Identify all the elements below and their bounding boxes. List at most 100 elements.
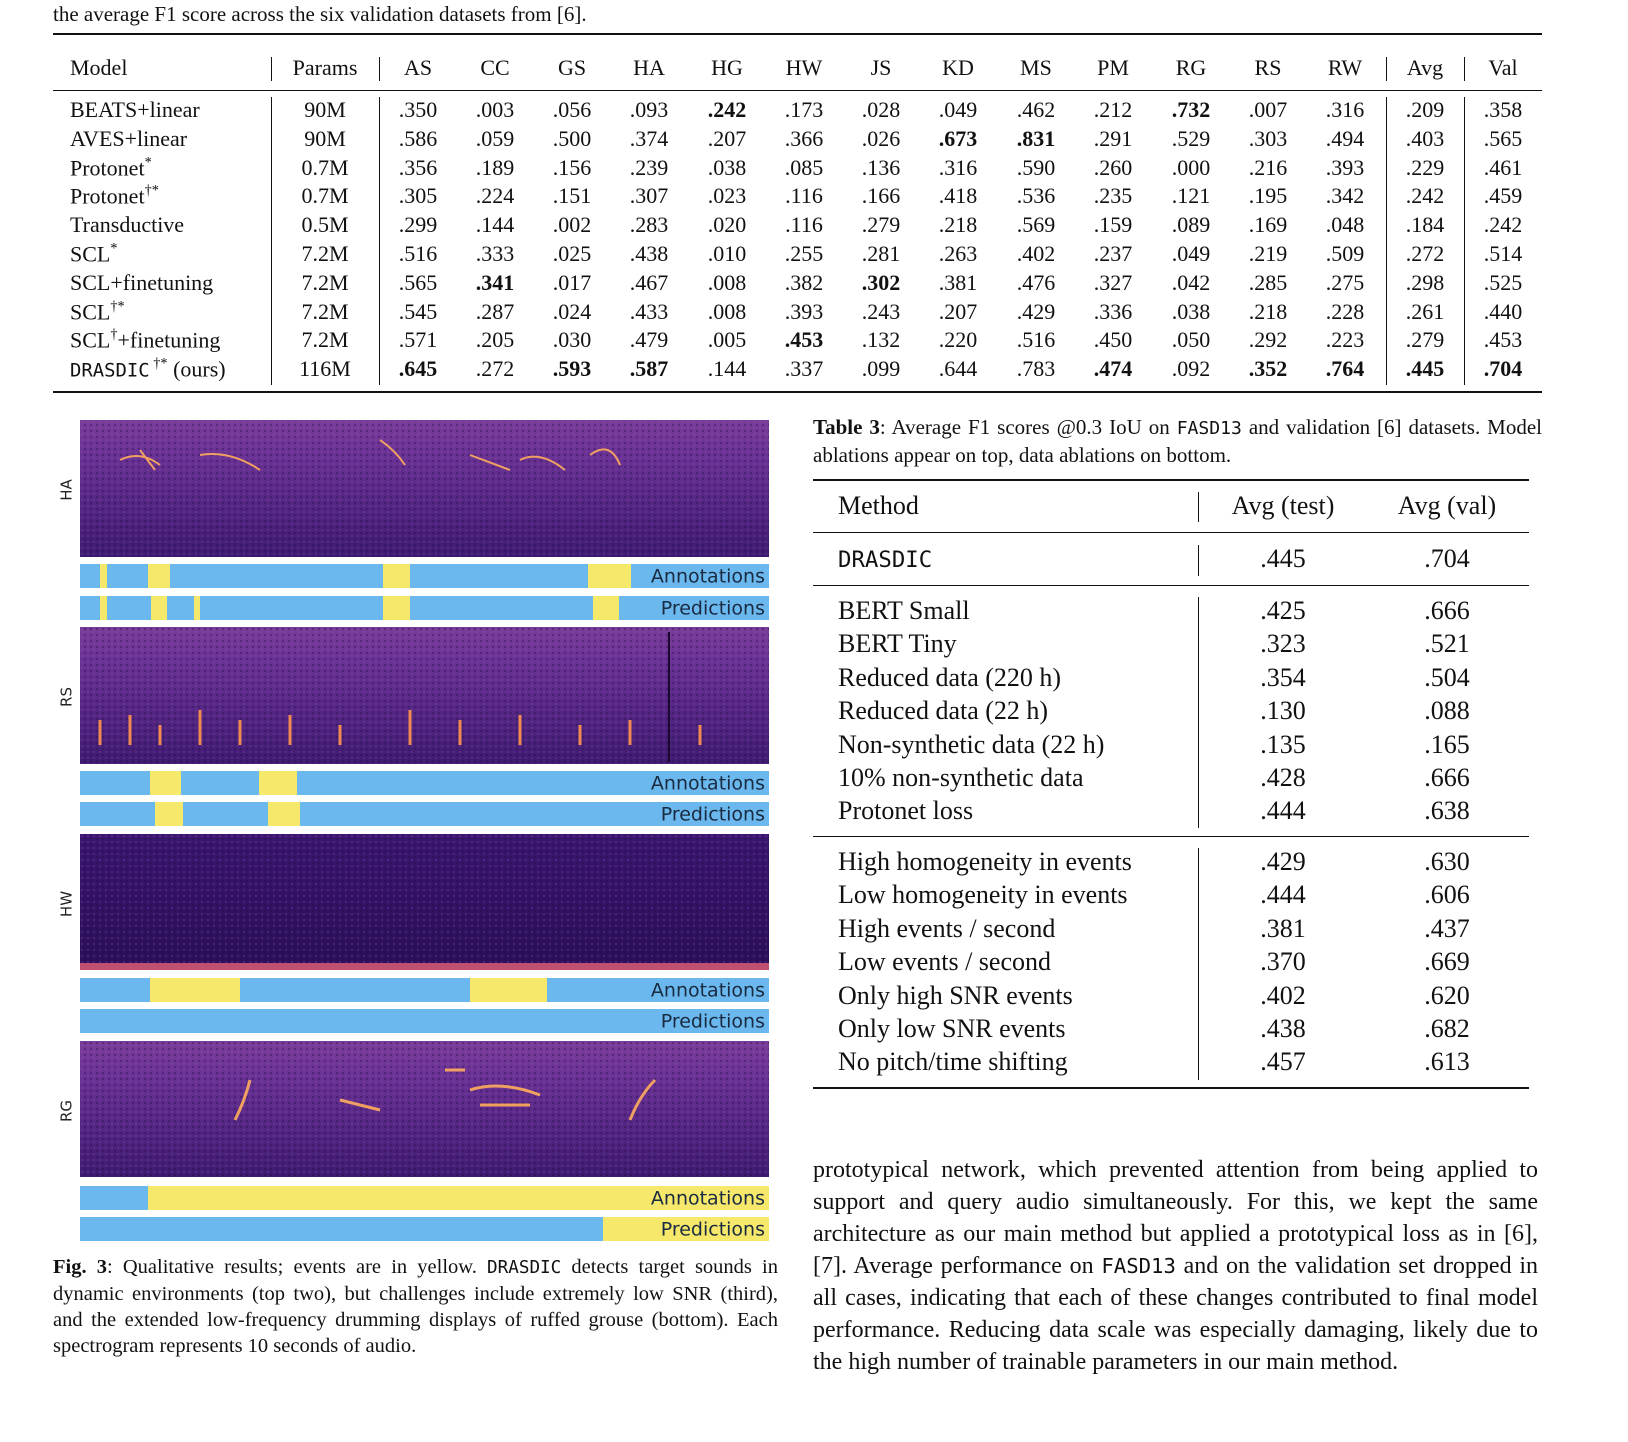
column-header: Avg (val): [1397, 491, 1497, 520]
cell: .050: [1171, 327, 1211, 353]
cell: .516: [398, 241, 438, 266]
cell: .287: [475, 298, 515, 324]
separator: [1386, 57, 1387, 81]
cell: .453: [784, 327, 824, 353]
event: [259, 771, 297, 795]
text-run: *: [110, 240, 118, 257]
cell: .224: [475, 183, 515, 209]
separator: [1198, 597, 1199, 828]
call-traces: [119, 439, 621, 471]
cell: .218: [938, 212, 978, 238]
cell: .356: [398, 154, 438, 180]
event-bars: [80, 564, 769, 1241]
cell: .565: [398, 269, 438, 295]
text-run: FASD13: [1101, 1254, 1176, 1278]
cell: .516: [1016, 327, 1056, 353]
event: [100, 596, 107, 620]
cell: .457: [1260, 1047, 1306, 1077]
cell: .116: [785, 212, 823, 238]
text-run: BERT Small: [838, 596, 970, 625]
cell: .023: [707, 183, 747, 209]
text-run: High events / second: [838, 913, 1056, 943]
text-run: Reduced data (220 h): [838, 662, 1062, 692]
cell: .474: [1093, 356, 1133, 382]
figure-caption: Fig. 3: Qualitative results; events are …: [53, 1254, 778, 1359]
cell: .026: [861, 125, 901, 151]
text-run: and validation [6] datasets. Model ablat…: [813, 415, 1542, 467]
cell: .666: [1424, 763, 1470, 792]
cell: .444: [1260, 796, 1306, 826]
text-run: Protonet loss: [838, 796, 974, 826]
cell: .374: [629, 125, 669, 151]
model-name: Protonet*: [70, 154, 152, 181]
cell: .327: [1093, 269, 1133, 295]
method: Non-synthetic data (22 h): [838, 730, 1104, 760]
cell: .049: [1171, 241, 1211, 266]
column-header: RS: [1254, 55, 1282, 80]
event: [155, 802, 183, 826]
cell: .279: [861, 212, 901, 238]
model-name: Transductive: [70, 212, 184, 238]
text-run: AVES+linear: [70, 125, 188, 151]
cell: .620: [1424, 980, 1470, 1010]
panel-label: HW: [58, 891, 76, 917]
cell: .088: [1424, 696, 1470, 726]
cell: .159: [1093, 212, 1133, 238]
cell: .212: [1093, 97, 1133, 122]
separator: [1198, 545, 1199, 576]
method: High events / second: [838, 914, 1055, 944]
event: [151, 596, 167, 620]
cell: .418: [938, 183, 978, 209]
cell: .207: [938, 298, 978, 324]
cell: .223: [1325, 327, 1365, 353]
track-label: Annotations: [651, 773, 765, 795]
track-label: Predictions: [661, 1219, 765, 1241]
cell: .682: [1424, 1014, 1470, 1043]
column-header: Avg: [1406, 55, 1444, 80]
cell: .529: [1171, 125, 1211, 151]
spectrogram-texture: [80, 627, 769, 764]
cell: .156: [552, 154, 592, 180]
cell: 7.2M: [301, 269, 349, 295]
cell: .092: [1171, 356, 1211, 382]
method: 10% non-synthetic data: [838, 763, 1084, 793]
cell: .437: [1424, 913, 1470, 943]
text-run: Only high SNR events: [838, 980, 1073, 1010]
cell: 90M: [304, 97, 346, 122]
cell: .704: [1483, 356, 1523, 382]
text-run: †*: [110, 298, 125, 315]
cell: .008: [707, 269, 747, 295]
cell: .121: [1171, 183, 1211, 209]
cell: .571: [398, 327, 438, 353]
rule: [813, 1087, 1529, 1089]
cell: 0.7M: [301, 183, 349, 209]
cell: .593: [552, 356, 592, 382]
cell: 0.7M: [301, 154, 349, 180]
cell: 90M: [304, 125, 346, 151]
cell: .144: [707, 356, 747, 382]
cell: .085: [784, 154, 824, 180]
cell: .525: [1483, 269, 1523, 295]
cell: .438: [629, 241, 669, 266]
cell: .381: [1260, 913, 1306, 943]
cell: .429: [1260, 847, 1306, 876]
method: Low homogeneity in events: [838, 880, 1128, 910]
cell: .500: [552, 125, 592, 151]
cell: .606: [1424, 880, 1470, 910]
column-header: MS: [1020, 55, 1052, 80]
cell: .242: [1405, 183, 1445, 209]
cell: .020: [707, 212, 747, 238]
cell: .144: [475, 212, 515, 238]
cell: .476: [1016, 269, 1056, 295]
track-label: Annotations: [651, 1188, 765, 1210]
cell: .590: [1016, 154, 1056, 180]
cell: .195: [1248, 183, 1288, 209]
column-header: CC: [480, 55, 510, 80]
cell: .403: [1405, 125, 1445, 151]
track-label: Predictions: [661, 1011, 765, 1033]
cell: .638: [1424, 796, 1470, 826]
rule: [53, 33, 1542, 35]
cell: .010: [707, 241, 747, 266]
method: Low events / second: [838, 947, 1051, 977]
